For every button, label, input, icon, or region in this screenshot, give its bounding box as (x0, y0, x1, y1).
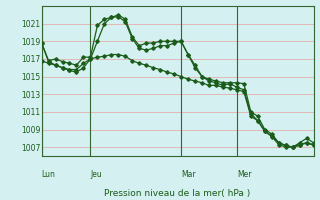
Text: Mer: Mer (237, 170, 252, 179)
Text: Jeu: Jeu (91, 170, 102, 179)
Text: Lun: Lun (42, 170, 55, 179)
Text: Mar: Mar (181, 170, 196, 179)
Text: Pression niveau de la mer( hPa ): Pression niveau de la mer( hPa ) (104, 189, 251, 198)
